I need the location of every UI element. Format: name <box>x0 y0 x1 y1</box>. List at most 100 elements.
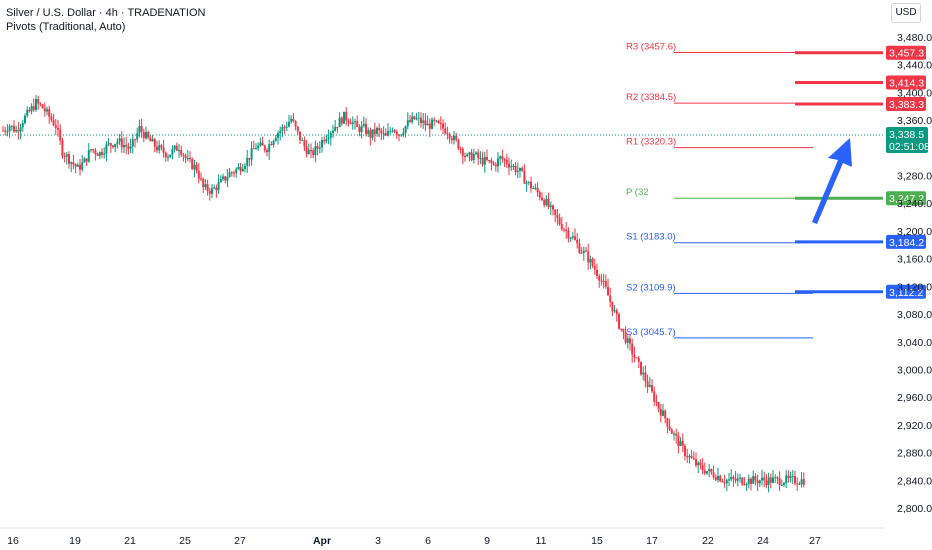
candle-body <box>558 217 561 225</box>
candle-body <box>655 401 658 403</box>
y-tick-label: 3,040.0 <box>897 337 932 349</box>
candle-body <box>796 483 799 485</box>
candle-body <box>321 140 323 148</box>
candle-body <box>563 229 565 231</box>
candle-body <box>422 120 425 123</box>
candle-body <box>472 153 475 161</box>
indicator-label[interactable]: Pivots (Traditional, Auto) <box>6 21 126 33</box>
candle-body <box>314 146 317 156</box>
candle-body <box>206 184 209 191</box>
price-badge-text: 3,414.3 <box>889 78 924 90</box>
pivot-label-s1: S1 (3183.0) <box>626 232 676 243</box>
candle-body <box>802 479 805 485</box>
candle-body <box>670 429 673 434</box>
candle-body <box>274 137 277 141</box>
candle-body <box>446 133 449 135</box>
candle-body <box>534 187 537 189</box>
x-tick-label: 15 <box>591 535 603 547</box>
candle-body <box>48 109 51 117</box>
candle-body <box>288 121 290 127</box>
candle-body <box>178 150 180 152</box>
y-tick-label: 3,200.0 <box>897 226 932 238</box>
candle-body <box>305 146 308 154</box>
symbol-title[interactable]: Silver / U.S. Dollar · 4h · TRADENATION <box>6 7 206 19</box>
candle-body <box>208 190 211 194</box>
candle-body <box>226 177 229 181</box>
candle-body <box>644 372 647 382</box>
x-tick-label: 25 <box>179 535 191 547</box>
candle-body <box>204 184 207 188</box>
candle-body <box>230 172 233 174</box>
candle-body <box>464 156 466 158</box>
candle-body <box>50 116 53 121</box>
candle-body <box>607 286 609 296</box>
candle-body <box>74 164 77 167</box>
candle-body <box>525 182 528 184</box>
candle-body <box>281 127 284 131</box>
x-tick-label: 17 <box>646 535 658 547</box>
price-axis[interactable]: 3,480.0 3,440.0 3,400.0 3,360.0 3,280.0 3,240… <box>897 32 932 515</box>
candle-body <box>717 475 719 480</box>
candle-body <box>112 145 114 148</box>
candle-body <box>376 127 378 134</box>
y-tick-label: 2,880.0 <box>897 448 932 460</box>
countdown-text: 02:51:08 <box>889 141 930 153</box>
candle-body <box>292 118 295 122</box>
x-tick-label: Apr <box>313 535 331 547</box>
candle-body <box>142 131 145 139</box>
annotations <box>812 138 852 224</box>
candle-body <box>332 130 334 133</box>
candle-body <box>437 120 440 123</box>
time-axis[interactable]: 16 19 21 25 27 Apr 3 6 9 11 15 17 22 24 27 <box>0 527 883 547</box>
y-tick-label: 3,440.0 <box>897 60 932 72</box>
y-tick-label: 3,480.0 <box>897 32 932 44</box>
candle-body <box>442 123 444 129</box>
candle-body <box>39 103 42 105</box>
candle-body <box>413 116 416 119</box>
candle-body <box>79 164 81 170</box>
candle-body <box>167 157 169 159</box>
candle-body <box>488 159 491 161</box>
candle-body <box>114 143 117 148</box>
candle-body <box>794 476 796 484</box>
pivot-label-r3: R3 (3457.6) <box>626 42 676 53</box>
x-tick-label: 21 <box>124 535 136 547</box>
y-tick-label: 2,960.0 <box>897 392 932 404</box>
candle-body <box>360 125 363 133</box>
candle-body <box>277 133 279 138</box>
candle-body <box>653 391 656 402</box>
candle-body <box>767 477 770 485</box>
price-badge-text: 3,112.2 <box>889 287 923 299</box>
candle-body <box>129 146 132 149</box>
candle-body <box>46 109 48 112</box>
candle-body <box>681 440 684 446</box>
candle-body <box>255 148 257 150</box>
candle-body <box>470 152 473 161</box>
candle-body <box>657 402 660 409</box>
candle-body <box>710 469 713 473</box>
candle-body <box>382 133 385 135</box>
candle-body <box>107 143 110 145</box>
candle-body <box>81 162 84 170</box>
candle-body <box>774 477 777 479</box>
candle-body <box>138 125 141 134</box>
candle-body <box>101 152 103 155</box>
candle-body <box>459 148 462 150</box>
candle-body <box>510 166 513 168</box>
up-arrow-annotation <box>812 138 852 224</box>
candle-body <box>402 132 405 135</box>
candle-body <box>673 433 675 435</box>
currency-button[interactable]: USD <box>891 3 921 23</box>
candle-body <box>582 250 585 253</box>
candle-body <box>237 167 240 170</box>
price-badge-text: 3,383.3 <box>889 99 924 111</box>
candle-body <box>76 164 79 167</box>
candle-body <box>695 459 697 466</box>
candle-body <box>395 131 398 135</box>
candle-body <box>406 120 409 127</box>
candle-body <box>362 123 365 126</box>
candle-body <box>602 280 605 282</box>
candle-body <box>380 130 383 134</box>
candle-body <box>684 445 686 457</box>
